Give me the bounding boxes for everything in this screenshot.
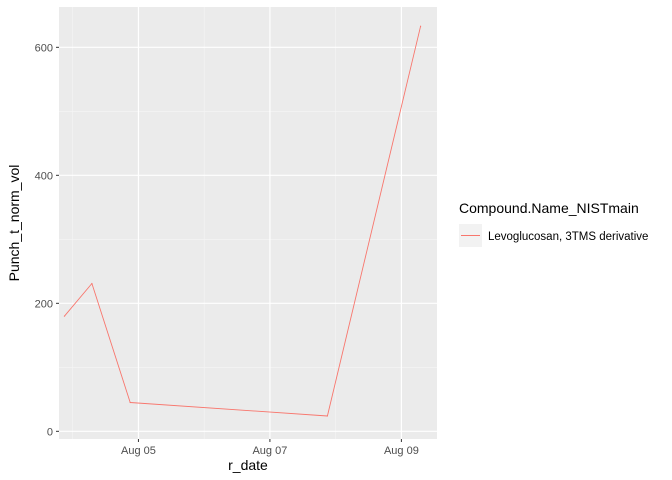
- x-axis-title: r_date: [228, 457, 268, 473]
- y-tick-label: 400: [35, 170, 53, 182]
- data-point: [129, 401, 131, 404]
- x-tick-label: Aug 05: [121, 445, 156, 457]
- legend-title: Compound.Name_NISTmain: [459, 200, 639, 216]
- data-point: [419, 25, 422, 27]
- x-axis: Aug 05 Aug 07 Aug 09: [121, 439, 419, 457]
- y-axis-title: Punch_t_norm_vol: [6, 165, 22, 282]
- minor-gridlines: [59, 7, 437, 439]
- y-tick-label: 200: [35, 298, 53, 310]
- series-layer: [63, 25, 422, 417]
- x-tick-label: Aug 07: [252, 445, 287, 457]
- x-tick-label: Aug 09: [384, 445, 419, 457]
- y-axis: 0 200 400 600: [35, 42, 59, 438]
- data-point: [91, 282, 93, 285]
- data-point: [63, 315, 66, 317]
- data-point: [326, 415, 329, 417]
- major-gridlines: [59, 7, 437, 439]
- legend: Compound.Name_NISTmain Levoglucosan, 3TM…: [459, 200, 648, 247]
- legend-label: Levoglucosan, 3TMS derivative: [488, 231, 648, 243]
- plot-panel: [59, 7, 437, 439]
- y-tick-label: 0: [47, 426, 53, 438]
- y-tick-label: 600: [35, 42, 53, 54]
